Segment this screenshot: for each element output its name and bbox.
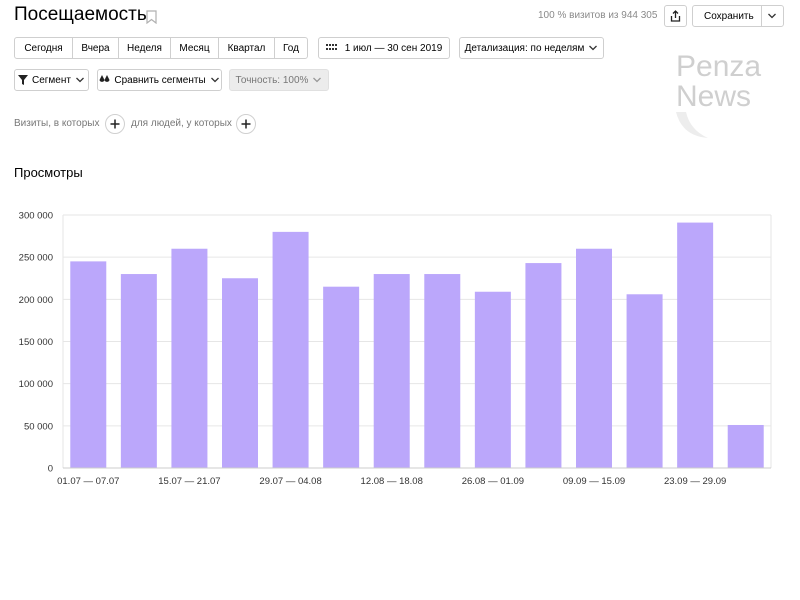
watermark-swoosh (676, 112, 708, 138)
bar[interactable] (424, 274, 461, 468)
x-tick-label: 01.07 — 07.07 (57, 476, 119, 487)
chevron-down-icon (589, 45, 598, 51)
accuracy-button[interactable]: Точность: 100% (229, 69, 329, 91)
bar[interactable] (120, 274, 157, 468)
plus-icon (241, 119, 251, 129)
x-tick-label: 12.08 — 18.08 (361, 476, 423, 487)
people-filter-label: для людей, у которых (131, 118, 232, 129)
period-quarter[interactable]: Квартал (219, 38, 275, 58)
section-title: Просмотры (14, 165, 83, 180)
date-range-button[interactable]: 1 июл — 30 сен 2019 (318, 37, 450, 59)
bar[interactable] (727, 424, 764, 468)
x-tick-label: 09.09 — 15.09 (563, 476, 625, 487)
y-tick-label: 250 000 (19, 253, 53, 264)
add-visit-condition-button[interactable] (105, 114, 125, 134)
x-tick-label: 15.07 — 21.07 (158, 476, 220, 487)
save-divider (761, 6, 762, 26)
share-button[interactable] (664, 5, 687, 27)
chevron-down-icon[interactable] (767, 12, 777, 20)
y-tick-label: 0 (48, 464, 53, 475)
compare-segments-button[interactable]: Сравнить сегменты (97, 69, 222, 91)
page-title: Посещаемость (14, 4, 147, 25)
detail-label: Детализация: по неделям (464, 42, 585, 54)
save-label: Сохранить (704, 10, 754, 22)
bar[interactable] (323, 286, 360, 468)
add-people-condition-button[interactable] (236, 114, 256, 134)
period-selector: Сегодня Вчера Неделя Месяц Квартал Год (14, 37, 308, 59)
compare-label: Сравнить сегменты (114, 74, 206, 86)
bar[interactable] (171, 248, 208, 468)
period-yesterday[interactable]: Вчера (73, 38, 119, 58)
compare-icon (99, 75, 110, 82)
plus-icon (110, 119, 120, 129)
bar[interactable] (373, 274, 410, 468)
chevron-down-icon (76, 77, 84, 83)
chevron-down-icon (313, 77, 322, 83)
bar[interactable] (272, 231, 309, 468)
date-range-label: 1 июл — 30 сен 2019 (344, 42, 443, 54)
y-tick-label: 300 000 (19, 211, 53, 222)
period-week[interactable]: Неделя (119, 38, 171, 58)
x-tick-label: 23.09 — 29.09 (664, 476, 726, 487)
period-year[interactable]: Год (283, 42, 299, 54)
sampling-info[interactable]: 100 % визитов из 944 305 (538, 10, 658, 21)
period-today[interactable]: Сегодня (15, 38, 73, 58)
bar[interactable] (222, 278, 258, 468)
bar[interactable] (626, 294, 663, 468)
watermark-line2: News (676, 80, 752, 113)
watermark-line1: Penza (676, 50, 762, 83)
y-tick-label: 100 000 (19, 379, 53, 390)
filter-icon (18, 75, 28, 85)
x-tick-label: 26.08 — 01.09 (462, 476, 524, 487)
period-month[interactable]: Месяц (171, 38, 219, 58)
bookmark-icon[interactable] (146, 10, 157, 24)
bar[interactable] (525, 263, 562, 468)
detail-button[interactable]: Детализация: по неделям (459, 37, 604, 59)
bar[interactable] (576, 248, 612, 468)
segment-label: Сегмент (32, 74, 71, 86)
bar[interactable] (70, 261, 107, 468)
chevron-down-icon (210, 77, 219, 83)
accuracy-label: Точность: 100% (235, 74, 309, 86)
segment-button[interactable]: Сегмент (14, 69, 89, 91)
bar[interactable] (474, 291, 511, 468)
y-tick-label: 150 000 (19, 337, 53, 348)
bar[interactable] (677, 222, 714, 468)
x-tick-label: 29.07 — 04.08 (259, 476, 321, 487)
visits-filter-label: Визиты, в которых (14, 118, 100, 129)
y-tick-label: 50 000 (24, 421, 53, 432)
save-button[interactable]: Сохранить (692, 5, 784, 27)
y-tick-label: 200 000 (19, 295, 53, 306)
watermark-logo: Penza News (672, 50, 772, 142)
share-icon (670, 10, 681, 22)
calendar-icon (325, 44, 337, 50)
